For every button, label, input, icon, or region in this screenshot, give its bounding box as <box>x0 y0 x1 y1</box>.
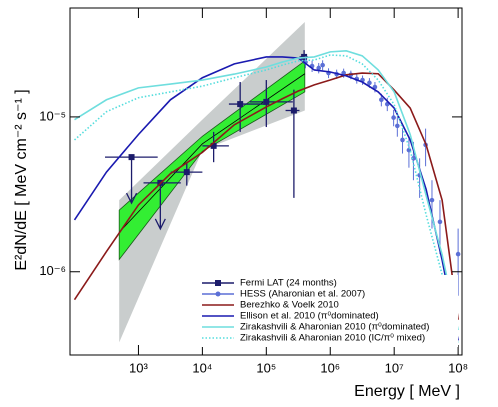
plot-area <box>73 22 461 345</box>
data-point <box>400 137 405 143</box>
upper-limit-arrow <box>154 182 166 231</box>
data-point <box>316 65 322 71</box>
legend-label: Fermi LAT (24 months) <box>240 278 337 289</box>
x-axis-label: Energy [ MeV ] <box>354 383 460 400</box>
data-point <box>455 251 461 257</box>
legend-marker <box>215 291 221 297</box>
upper-limit-arrow <box>125 157 138 205</box>
x-tick-label: 10⁴ <box>192 360 212 375</box>
data-point <box>290 107 297 114</box>
data-point <box>372 84 378 90</box>
data-point <box>429 197 435 203</box>
legend-label: Berezhko & Voelk 2010 <box>240 300 339 311</box>
data-point <box>210 142 217 149</box>
model-curve <box>73 56 459 341</box>
x-tick-label: 10⁵ <box>256 360 276 375</box>
y-tick-label: 10⁻⁵ <box>39 108 66 123</box>
x-tick-label: 10⁸ <box>448 360 468 375</box>
x-tick-label: 10⁶ <box>320 360 340 375</box>
data-point <box>391 115 396 120</box>
legend-box <box>196 275 458 347</box>
x-tick-label: 10⁷ <box>385 360 404 375</box>
legend-marker <box>215 280 221 286</box>
data-point <box>437 219 443 225</box>
band-center <box>118 73 306 233</box>
y-axis-label: E²dN/dE [ MeV cm⁻² s⁻¹ ] <box>13 89 30 270</box>
data-point <box>128 154 135 161</box>
y-tick-label: 10⁻⁶ <box>39 263 66 278</box>
x-tick-label: 10³ <box>129 360 148 375</box>
legend-label: Zirakashvili & Aharonian 2010 (IC/π⁰ mix… <box>240 333 425 344</box>
model-curve <box>74 50 459 331</box>
data-point <box>263 98 270 105</box>
data-point <box>320 62 325 68</box>
axes: 10³ 10⁴ 10⁵ 10⁶ 10⁷ 10⁸ 10⁻⁶ 10⁻⁵ Fermi LAT (24 … <box>39 8 468 375</box>
data-point <box>411 156 416 161</box>
data-point <box>183 169 190 176</box>
legend-label: Ellison et al. 2010 (π⁰dominated) <box>240 311 379 322</box>
model-curve <box>73 72 459 320</box>
data-point <box>379 97 384 103</box>
data-point <box>395 123 400 129</box>
legend-label: HESS (Aharonian et al. 2007) <box>240 289 365 300</box>
legend-label: Zirakashvili & Aharonian 2010 (π⁰dominat… <box>240 322 429 333</box>
data-point <box>367 80 372 86</box>
data-point <box>237 101 244 108</box>
